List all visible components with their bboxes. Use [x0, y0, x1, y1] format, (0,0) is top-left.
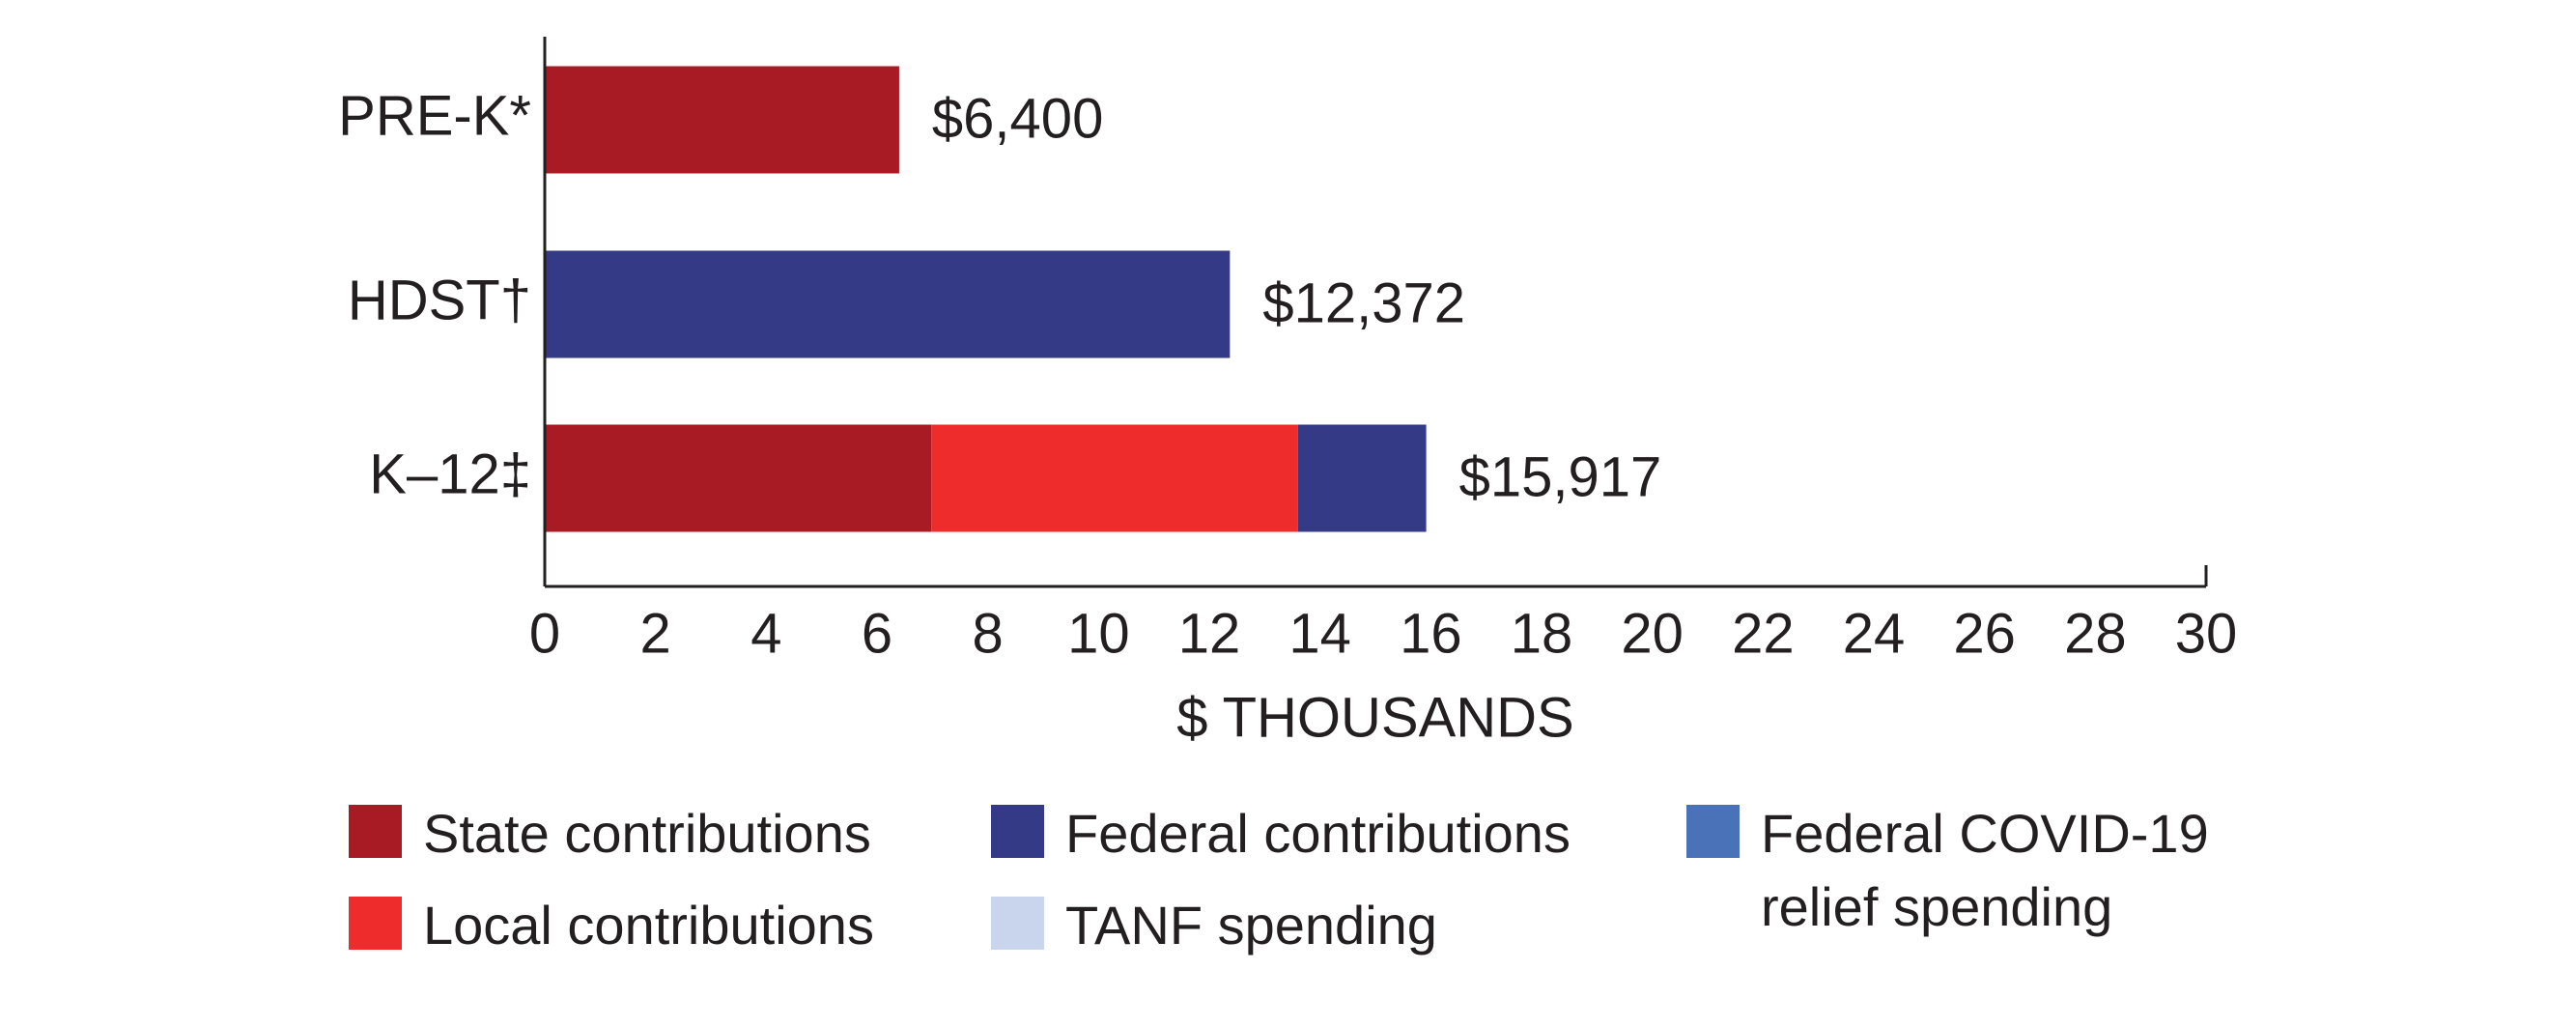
legend-label: Federal contributions	[1065, 803, 1571, 864]
legend-item: Federal COVID-19 relief spending	[1686, 797, 2285, 944]
x-tick-label: 30	[2175, 602, 2238, 665]
x-tick-label: 8	[973, 602, 1004, 665]
legend-swatch	[991, 805, 1044, 858]
x-tick-label: 28	[2064, 602, 2127, 665]
x-tick-label: 6	[862, 602, 892, 665]
x-tick-label: 24	[1843, 602, 1906, 665]
legend-swatch	[349, 897, 402, 950]
x-tick-label: 22	[1732, 602, 1795, 665]
x-tick-label: 12	[1178, 602, 1241, 665]
x-tick-label: 2	[640, 602, 671, 665]
bar-segment	[545, 250, 1231, 358]
y-tick-label: K–12‡	[369, 442, 531, 505]
x-tick-label: 10	[1067, 602, 1130, 665]
x-axis-title: $ THOUSANDS	[1176, 686, 1573, 749]
legend-item: TANF spending	[991, 889, 1437, 962]
total-label: $15,917	[1459, 445, 1662, 508]
x-tick-label: 0	[529, 602, 560, 665]
legend-label: Local contributions	[423, 895, 874, 956]
bar-segment	[931, 424, 1298, 532]
bar-segment	[1297, 424, 1427, 532]
y-tick-label: HDST†	[348, 269, 531, 331]
x-tick-label: 26	[1953, 602, 2016, 665]
total-label: $12,372	[1262, 271, 1465, 334]
bar-segment	[545, 66, 899, 174]
y-tick-label: PRE-K*	[338, 84, 531, 147]
legend-swatch	[991, 897, 1044, 950]
total-label: $6,400	[932, 87, 1103, 150]
x-tick-label: 4	[750, 602, 781, 665]
legend-swatch	[349, 805, 402, 858]
legend-item: Federal contributions	[991, 797, 1571, 870]
legend-item: State contributions	[349, 797, 871, 870]
x-tick-label: 20	[1621, 602, 1684, 665]
x-tick-label: 16	[1400, 602, 1462, 665]
x-tick-label: 18	[1511, 602, 1573, 665]
x-tick-label: 14	[1288, 602, 1351, 665]
legend-item: Local contributions	[349, 889, 874, 962]
legend-swatch	[1686, 805, 1740, 858]
legend-label: State contributions	[423, 803, 871, 864]
legend-label: TANF spending	[1065, 895, 1437, 956]
bar-segment	[545, 424, 932, 532]
legend-label: Federal COVID-19 relief spending	[1761, 803, 2209, 937]
